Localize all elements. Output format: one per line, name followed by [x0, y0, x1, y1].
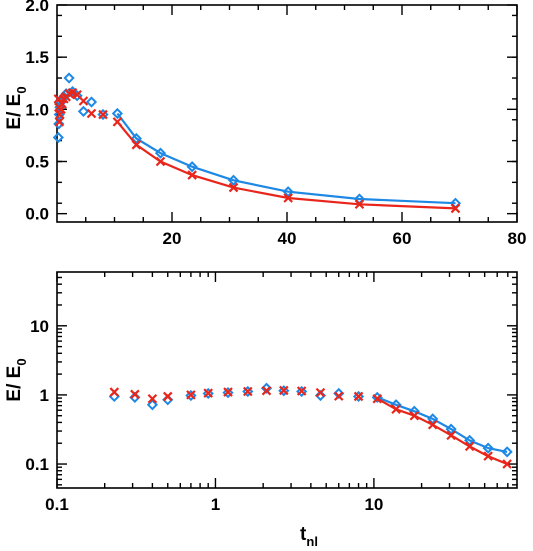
data-point: [131, 140, 142, 150]
data-point: [78, 96, 89, 106]
data-point: [427, 413, 439, 425]
y-tick-label: 10: [30, 317, 49, 336]
data-point: [243, 386, 253, 397]
data-point: [483, 451, 493, 461]
x-tick-label: 60: [393, 229, 412, 248]
x-axis-label: tnl: [300, 524, 318, 549]
data-point: [154, 147, 167, 159]
x-axis-label-sub: nl: [306, 534, 318, 549]
y-tick-label: 1.5: [25, 48, 49, 67]
data-point: [222, 386, 234, 399]
data-point: [86, 108, 97, 119]
data-point: [57, 99, 67, 109]
data-point: [261, 385, 272, 396]
data-point: [372, 393, 383, 404]
data-point: [283, 193, 293, 203]
y-axis-label-sub: 0: [14, 358, 29, 365]
y-axis-label: E/ E0: [4, 86, 29, 129]
data-point: [296, 385, 308, 398]
series-1: [109, 385, 512, 469]
y-axis-label-main: E/ E: [4, 366, 25, 402]
data-point: [464, 441, 475, 452]
data-point: [282, 186, 294, 198]
y-axis-label-main: E/ E: [4, 94, 25, 130]
data-point: [85, 96, 98, 108]
y-tick-label: 0.1: [25, 455, 49, 474]
data-point: [296, 386, 307, 396]
series-0: [52, 72, 462, 209]
data-point: [501, 446, 513, 458]
data-point: [130, 132, 142, 145]
plot-frame: [56, 271, 518, 489]
data-point: [63, 72, 75, 84]
data-point: [227, 174, 240, 186]
data-point: [353, 391, 364, 402]
x-tick-label: 20: [163, 229, 182, 248]
data-point: [147, 393, 158, 404]
data-point: [162, 391, 173, 402]
data-point: [228, 182, 239, 193]
y-tick-label: 1.0: [25, 100, 49, 119]
y-tick-label: 0.0: [25, 205, 49, 224]
y-tick-label: 2.0: [25, 0, 49, 15]
data-point: [98, 109, 108, 120]
data-point: [155, 156, 166, 167]
x-tick-label: 10: [364, 495, 383, 514]
data-point: [111, 107, 123, 120]
data-point: [52, 131, 64, 144]
data-point: [450, 203, 461, 214]
data-point: [112, 117, 123, 127]
x-axis-label-main: t: [300, 524, 307, 545]
data-point: [130, 389, 140, 400]
data-point: [203, 388, 213, 398]
x-tick-label: 0.1: [45, 495, 69, 514]
data-point: [77, 105, 90, 118]
y-axis-label-sub: 0: [14, 86, 29, 93]
data-point: [315, 387, 326, 398]
data-point: [333, 391, 344, 401]
data-point: [279, 385, 289, 396]
x-tick-label: 1: [211, 495, 220, 514]
data-point: [445, 423, 457, 435]
data-point: [223, 387, 233, 397]
data-point: [185, 389, 197, 402]
data-point: [146, 399, 159, 411]
y-tick-label: 0.5: [25, 152, 49, 171]
data-point: [53, 118, 65, 130]
data-point: [464, 434, 476, 446]
x-tick-label: 80: [508, 229, 527, 248]
data-point: [409, 410, 420, 421]
x-tick-label: 40: [278, 229, 297, 248]
data-point: [446, 430, 456, 441]
bottom-panel: 0.1 1 10 0.1 1 10 E/ E0 tnl: [4, 271, 518, 549]
data-point: [427, 419, 438, 430]
data-point: [202, 387, 214, 400]
data-point: [186, 390, 196, 400]
data-point: [482, 442, 494, 454]
data-point: [278, 385, 290, 397]
y-tick-label: 1: [40, 386, 49, 405]
data-point: [109, 387, 120, 397]
top-panel: 20 40 60 80 0.0 0.5 1.0 1.5 2.0 E/ E0: [4, 0, 526, 248]
data-point: [502, 459, 512, 469]
series-1: [53, 87, 461, 214]
data-point: [391, 404, 401, 415]
data-point: [354, 199, 365, 210]
y-axis-label: E/ E0: [4, 358, 29, 401]
data-point: [186, 161, 198, 173]
data-point: [187, 170, 197, 180]
